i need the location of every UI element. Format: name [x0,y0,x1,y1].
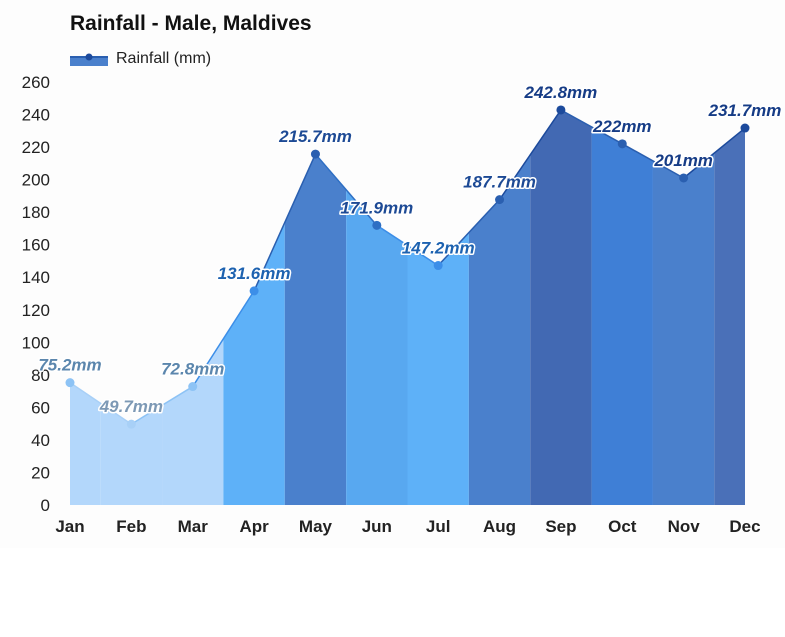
y-tick-label: 100 [22,333,50,352]
area-segment-sep [530,109,592,505]
y-tick-label: 160 [22,236,50,255]
x-tick-label-jan: Jan [55,517,84,536]
series-line-segment [560,109,623,145]
data-label-jan: 75.2mm [38,356,101,375]
area-segment-nov [652,153,715,505]
x-tick-label-jul: Jul [426,517,451,536]
area-segment-apr [223,222,285,506]
x-tick-label-may: May [299,517,333,536]
y-tick-label: 80 [31,366,50,385]
x-tick-label-feb: Feb [116,517,146,536]
area-segment-jul [407,232,469,505]
y-tick-label: 180 [22,203,50,222]
series-line-segment [192,290,255,387]
data-point-sep [556,105,566,115]
x-tick-label-apr: Apr [239,517,269,536]
y-tick-label: 60 [31,398,50,417]
y-tick-label: 0 [41,496,50,515]
data-point-feb [126,419,136,429]
data-label-mar: 72.8mm [161,360,224,379]
data-point-jul [433,261,443,271]
y-tick-label: 200 [22,171,50,190]
series-line-segment [683,127,746,179]
data-point-jun [372,220,382,230]
data-label-nov: 201mm [653,151,713,170]
y-tick-label: 140 [22,268,50,287]
chart-area: Rainfall - Male, Maldives Rainfall (mm) … [21,12,783,536]
data-point-oct [617,139,627,149]
data-point-aug [495,195,505,205]
area-segment-mar [162,338,224,505]
x-tick-label-aug: Aug [483,517,516,536]
y-tick-label: 20 [31,463,50,482]
data-point-may [310,149,320,159]
data-point-dec [740,123,750,133]
area-segment-feb [100,403,163,505]
series-line-segment [314,153,378,226]
data-label-apr: 131.6mm [218,264,291,283]
legend[interactable]: Rainfall (mm) [70,48,211,70]
data-point-apr [249,286,259,296]
area-segment-jun [346,189,408,505]
legend-swatch [70,53,108,66]
data-label-sep: 242.8mm [524,83,598,102]
rainfall-chart: 0 20 40 60 80 100 120 140 160 180 200 220 240 260 75.2… [22,73,783,536]
data-label-dec: 231.7mm [708,101,782,120]
x-tick-label-mar: Mar [178,517,209,536]
y-tick-label: 260 [22,73,50,92]
x-tick-label-nov: Nov [668,517,701,536]
legend-label: Rainfall (mm) [116,50,212,67]
series-line-segment [621,143,685,179]
series-line-segment [437,199,501,267]
y-tick-label: 120 [22,301,50,320]
data-point-nov [679,173,689,183]
x-tick-label-sep: Sep [545,517,576,536]
series-line-segment [498,109,562,201]
y-tick-label: 220 [22,138,50,157]
x-tick-label-jun: Jun [362,517,392,536]
area-segment-dec [714,128,745,506]
data-label-may: 215.7mm [278,127,352,146]
data-label-jul: 147.2mm [402,239,475,258]
y-tick-label: 240 [22,106,50,125]
data-point-jan [65,378,75,388]
area-segment-aug [468,154,531,506]
series-line-segment [253,153,317,292]
y-tick-label: 40 [31,431,50,450]
x-tick-label-oct: Oct [608,517,637,536]
data-label-oct: 222mm [592,117,652,136]
series-line-segment [376,224,439,267]
series-line-segment [130,385,194,425]
data-label-jun: 171.9mm [340,198,413,217]
data-label-feb: 49.7mm [99,397,163,416]
data-label-aug: 187.7mm [463,173,536,192]
area-segment-oct [591,126,653,506]
area-segment-may [284,154,347,505]
data-point-mar [188,382,198,392]
area-segment-jan [70,382,101,505]
x-tick-label-dec: Dec [729,517,760,536]
chart-title: Rainfall - Male, Maldives [70,12,312,35]
series-line-segment [69,382,132,425]
